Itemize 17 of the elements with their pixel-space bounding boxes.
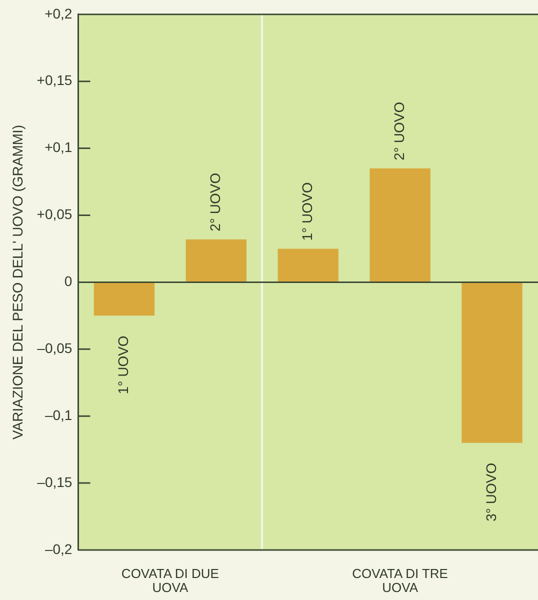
y-tick-label: +0,2: [44, 5, 72, 22]
x-tick-label: 1° UOVO: [115, 336, 132, 394]
y-tick-label: +0,05: [36, 206, 72, 222]
y-tick-label: –0,2: [44, 540, 72, 557]
x-tick-label: 3° UOVO: [482, 462, 499, 522]
y-tick-label: +0,15: [36, 72, 72, 88]
y-tick-label: –0,1: [44, 406, 72, 423]
y-tick-label: 0: [64, 273, 72, 290]
text: COVATA DI TRE UOVA: [352, 566, 448, 596]
y-tick-label: –0,05: [37, 340, 72, 356]
y-tick-label: –0,15: [37, 474, 72, 490]
text: COVATA DI DUE UOVA: [121, 566, 220, 596]
x-tick-label: 2° UOVO: [390, 102, 407, 160]
y-axis-title: VARIAZIONE DEL PESO DELL' UOVO (GRAMMI): [9, 124, 26, 440]
x-tick-label: 2° UOVO: [207, 172, 224, 232]
y-tick-label: +0,1: [44, 139, 72, 156]
x-tick-label: 1° UOVO: [298, 182, 315, 241]
